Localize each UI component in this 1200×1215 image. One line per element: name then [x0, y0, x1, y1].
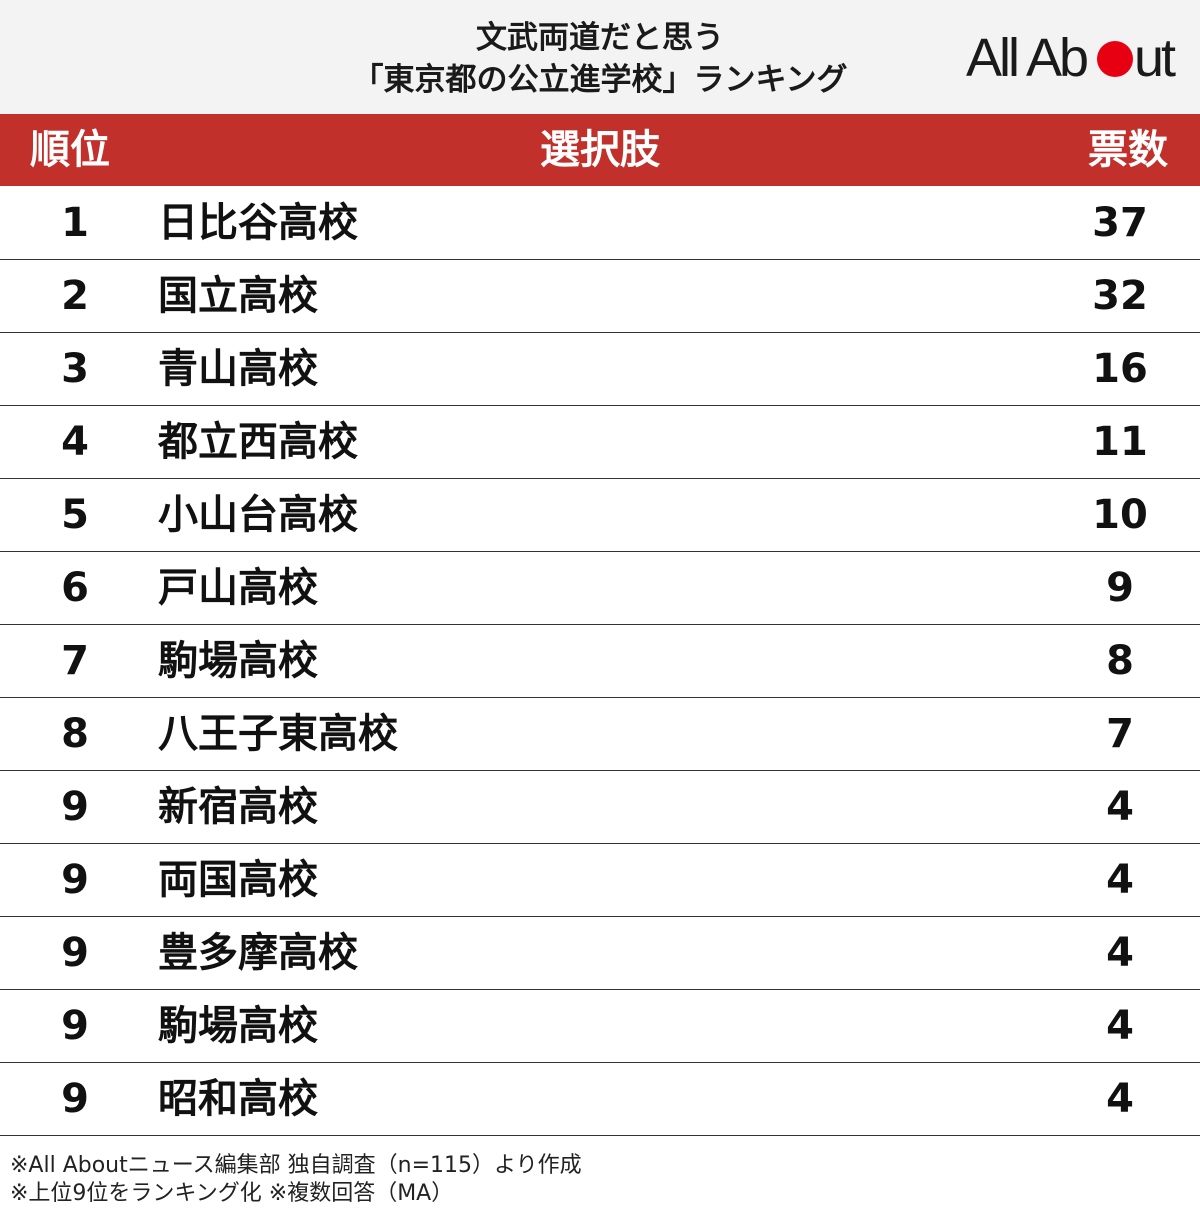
title-line-2: 「東京都の公立進学校」ランキング	[352, 62, 848, 98]
row-name: 戸山高校	[158, 565, 318, 611]
row-rank: 9	[61, 784, 89, 830]
table-row: 6 戸山高校 9	[0, 552, 1200, 625]
row-rank: 3	[61, 346, 89, 392]
svg-text:All Ab: All Ab	[966, 28, 1087, 86]
row-votes: 37	[1092, 200, 1148, 246]
row-rank: 9	[61, 1003, 89, 1049]
table-row: 7 駒場高校 8	[0, 625, 1200, 698]
svg-text:ut: ut	[1134, 28, 1176, 86]
row-votes: 4	[1106, 1076, 1134, 1122]
row-name: 新宿高校	[158, 784, 318, 830]
row-votes: 4	[1106, 857, 1134, 903]
row-votes: 4	[1106, 930, 1134, 976]
title-area: 文武両道だと思う 「東京都の公立進学校」ランキング All Ab ut	[0, 0, 1200, 114]
header-choice: 選択肢	[540, 127, 660, 173]
row-rank: 4	[61, 419, 89, 465]
row-votes: 7	[1106, 711, 1134, 757]
row-votes: 8	[1106, 638, 1134, 684]
row-name: 駒場高校	[158, 638, 318, 684]
row-name: 日比谷高校	[158, 200, 358, 246]
header-votes: 票数	[1088, 127, 1168, 173]
table-row: 9 新宿高校 4	[0, 771, 1200, 844]
table-row: 5 小山台高校 10	[0, 479, 1200, 552]
row-rank: 2	[61, 273, 89, 319]
row-name: 豊多摩高校	[158, 930, 358, 976]
row-votes: 10	[1092, 492, 1148, 538]
table-row: 4 都立西高校 11	[0, 406, 1200, 479]
footer-note-2: ※上位9位をランキング化 ※複数回答（MA）	[10, 1181, 454, 1206]
ranking-table: 1 日比谷高校 37 2 国立高校 32 3 青山高校 16 4 都立西高校 11 5 小山台高校…	[0, 187, 1200, 1136]
footer-note-1: ※All Aboutニュース編集部 独自調査（n=115）より作成	[10, 1153, 582, 1178]
row-name: 八王子東高校	[158, 711, 398, 757]
footer-notes: ※All Aboutニュース編集部 独自調査（n=115）より作成 ※上位9位を…	[10, 1152, 1190, 1208]
row-rank: 9	[61, 1076, 89, 1122]
table-row: 9 豊多摩高校 4	[0, 917, 1200, 990]
row-name: 国立高校	[158, 273, 318, 319]
row-rank: 9	[61, 930, 89, 976]
row-votes: 11	[1092, 419, 1148, 465]
table-row: 9 駒場高校 4	[0, 990, 1200, 1063]
row-name: 青山高校	[158, 346, 318, 392]
row-rank: 9	[61, 857, 89, 903]
all-about-logo: All Ab ut	[966, 28, 1179, 86]
row-rank: 8	[61, 711, 89, 757]
row-votes: 4	[1106, 1003, 1134, 1049]
title-line-1: 文武両道だと思う	[476, 20, 724, 56]
row-rank: 1	[61, 200, 89, 246]
table-row: 3 青山高校 16	[0, 333, 1200, 406]
table-row: 9 昭和高校 4	[0, 1063, 1200, 1136]
row-name: 小山台高校	[158, 492, 358, 538]
table-row: 1 日比谷高校 37	[0, 187, 1200, 260]
row-rank: 7	[61, 638, 89, 684]
table-row: 8 八王子東高校 7	[0, 698, 1200, 771]
row-name: 駒場高校	[158, 1003, 318, 1049]
row-rank: 5	[61, 492, 89, 538]
table-header: 順位 選択肢 票数	[0, 114, 1200, 186]
row-votes: 9	[1106, 565, 1134, 611]
table-row: 2 国立高校 32	[0, 260, 1200, 333]
row-name: 都立西高校	[158, 419, 358, 465]
row-votes: 16	[1092, 346, 1148, 392]
table-row: 9 両国高校 4	[0, 844, 1200, 917]
row-votes: 32	[1092, 273, 1148, 319]
row-votes: 4	[1106, 784, 1134, 830]
row-name: 昭和高校	[158, 1076, 318, 1122]
header-rank: 順位	[30, 127, 110, 173]
row-name: 両国高校	[158, 857, 318, 903]
row-rank: 6	[61, 565, 89, 611]
